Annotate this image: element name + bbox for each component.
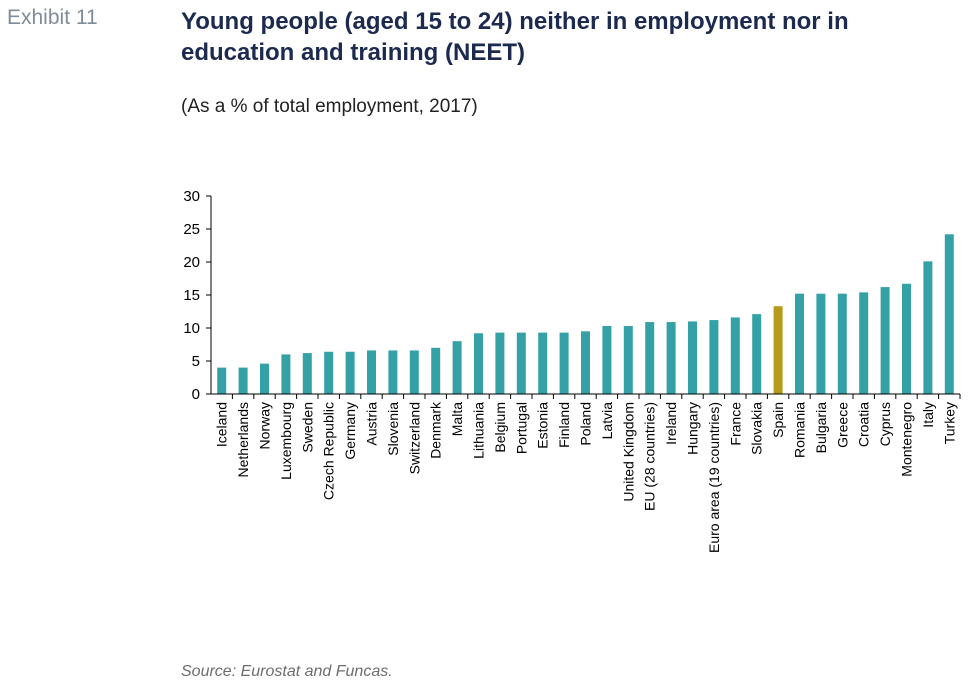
y-tick-label: 20	[183, 254, 200, 271]
bar	[859, 292, 869, 394]
bars	[217, 234, 954, 394]
x-tick-label: Slovenia	[385, 402, 401, 456]
x-tick-label: Ireland	[663, 402, 679, 445]
bar	[602, 326, 612, 394]
x-tick-label: Cyprus	[877, 402, 893, 446]
y-axis: 0 5 10 15 20 25 30	[183, 188, 212, 403]
x-tick-label: Euro area (19 countries)	[706, 402, 722, 553]
bar	[880, 287, 890, 394]
bar	[623, 326, 633, 394]
bar	[645, 322, 655, 394]
bar	[752, 314, 762, 394]
y-tick-label: 0	[192, 386, 200, 403]
x-tick-label: United Kingdom	[620, 402, 636, 502]
bar	[688, 321, 697, 394]
bar	[902, 283, 911, 394]
x-tick-label: Switzerland	[406, 402, 422, 474]
bar	[281, 354, 291, 394]
bar	[260, 363, 269, 394]
x-tick-label: Finland	[556, 402, 572, 448]
bar	[345, 351, 355, 394]
x-tick-label: Greece	[834, 402, 850, 448]
x-tick-label: Montenegro	[899, 402, 915, 477]
x-tick-label: Turkey	[941, 402, 957, 444]
bar	[516, 332, 526, 394]
x-tick-label: Austria	[364, 402, 380, 446]
bar	[944, 234, 954, 394]
y-tick-label: 10	[183, 320, 200, 337]
bar	[367, 350, 376, 394]
x-tick-label: Czech Republic	[321, 402, 337, 500]
x-tick-label: Luxembourg	[278, 402, 294, 480]
x-tick-label: Portugal	[513, 402, 529, 454]
x-tick-label: Germany	[342, 402, 358, 460]
bar	[559, 332, 569, 394]
bar	[837, 293, 847, 394]
x-tick-label: Sweden	[299, 402, 315, 453]
bar	[238, 367, 248, 394]
bar	[495, 332, 505, 394]
bar	[388, 350, 398, 394]
x-tick-label: Iceland	[214, 402, 230, 447]
bar	[217, 367, 227, 394]
bar	[452, 341, 462, 394]
y-tick-label: 25	[183, 221, 200, 238]
bar	[795, 293, 804, 394]
x-tick-label: France	[727, 402, 743, 446]
bar	[923, 261, 933, 394]
x-tick-label: Latvia	[599, 402, 615, 440]
x-tick-label: Italy	[920, 402, 936, 428]
x-tick-label: Denmark	[428, 401, 444, 459]
x-tick-label: Lithuania	[471, 402, 487, 459]
bar	[816, 293, 826, 394]
bar	[431, 347, 441, 394]
x-tick-label: Malta	[449, 402, 465, 436]
x-tick-label: Poland	[578, 402, 594, 446]
y-tick-label: 30	[183, 188, 200, 205]
source-note: Source: Eurostat and Funcas.	[181, 663, 393, 680]
exhibit-label: Exhibit 11	[7, 6, 98, 29]
x-tick-label: Croatia	[856, 402, 872, 447]
bar	[409, 350, 419, 394]
x-tick-label: Norway	[257, 402, 273, 449]
bar	[773, 306, 783, 394]
x-tick-label: Netherlands	[235, 402, 251, 478]
x-tick-label: Bulgaria	[813, 402, 829, 454]
bar	[581, 331, 590, 394]
bar	[474, 333, 483, 394]
bar	[666, 322, 676, 394]
x-tick-label: Belgium	[492, 402, 508, 453]
bar	[538, 332, 548, 394]
x-tick-label: Slovakia	[749, 402, 765, 455]
y-tick-label: 5	[192, 353, 200, 370]
y-tick-label: 15	[183, 287, 200, 304]
chart-subtitle: (As a % of total employment, 2017)	[181, 96, 478, 117]
x-tick-label: Spain	[770, 402, 786, 438]
x-axis: Iceland Netherlands Norway Luxembourg Sweden…	[211, 393, 961, 553]
bar	[324, 351, 334, 394]
bar	[730, 317, 740, 394]
x-tick-label: Hungary	[685, 402, 701, 455]
bar	[302, 353, 312, 394]
x-tick-label: EU (28 countries)	[642, 402, 658, 511]
chart-title: Young people (aged 15 to 24) neither in …	[181, 8, 849, 66]
x-tick-label: Romania	[792, 402, 808, 458]
x-tick-label: Estonia	[535, 402, 551, 449]
bar	[709, 320, 719, 394]
